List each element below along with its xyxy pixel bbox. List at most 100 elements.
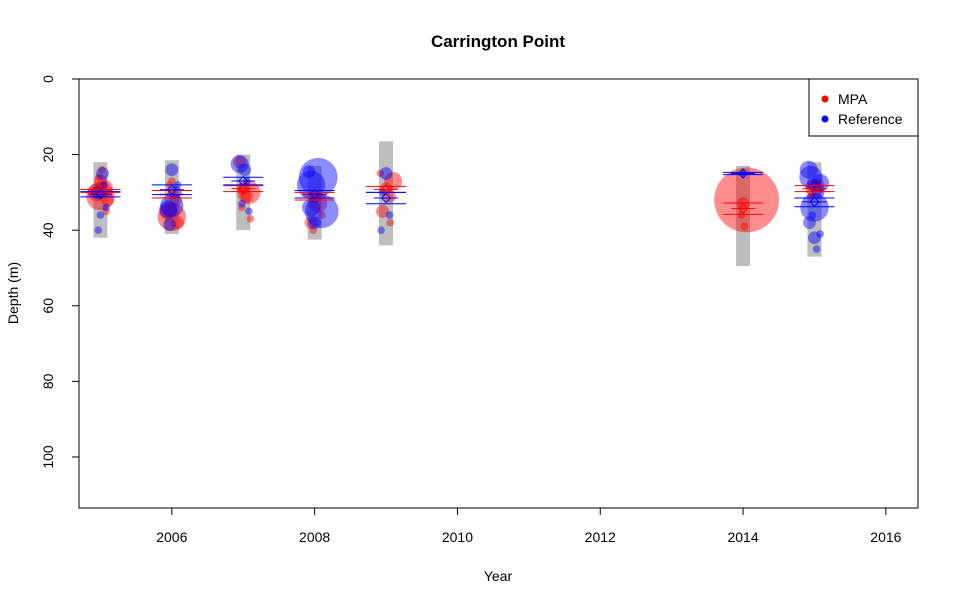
plot-frame <box>78 78 919 509</box>
mpa-point <box>233 155 247 169</box>
mpa-point <box>811 178 825 192</box>
reference-point <box>94 226 103 234</box>
reference-mean-diamond <box>737 168 749 179</box>
x-axis: 2006 2008 2010 2012 2014 2016 <box>156 507 902 545</box>
reference-point <box>238 163 252 177</box>
y-axis-label: Depth (m) <box>5 262 21 324</box>
reference-mean-diamond <box>309 189 320 200</box>
mpa-mean-diamond <box>166 189 178 200</box>
reference-point <box>102 203 110 212</box>
y-tick-label: 80 <box>40 373 56 389</box>
mpa-point <box>376 169 385 178</box>
y-tick-label: 100 <box>40 445 56 469</box>
mpa-point <box>94 174 107 188</box>
mpa-point <box>168 177 176 185</box>
reference-point <box>816 230 824 238</box>
y-axis: 0 20 40 60 80 100 <box>40 75 80 469</box>
reference-point <box>799 165 823 189</box>
x-tick-label: 2008 <box>299 529 330 545</box>
mpa-point <box>95 173 103 182</box>
mpa-point <box>384 172 403 191</box>
x-tick-label: 2014 <box>727 529 758 545</box>
mpa-point <box>157 202 187 232</box>
legend-reference-marker <box>821 115 829 123</box>
mpa-point <box>304 216 318 230</box>
reference-mean-diamond <box>238 175 249 187</box>
reference-point <box>304 194 339 229</box>
reference-point <box>808 211 817 219</box>
mpa-point <box>159 202 178 221</box>
reference-mean-diamond <box>809 196 820 208</box>
mpa-point <box>740 222 749 231</box>
reference-point <box>298 157 338 197</box>
legend: MPA Reference <box>808 78 919 137</box>
reference-point <box>377 226 385 234</box>
reference-point <box>803 216 816 230</box>
reference-point <box>812 245 821 253</box>
mpa-point <box>237 180 261 204</box>
reference-point <box>811 173 830 192</box>
mpa-point <box>246 215 255 223</box>
reference-point <box>799 160 818 179</box>
mpa-point <box>376 204 389 218</box>
mpa-mean-diamond <box>737 203 749 214</box>
reference-point <box>230 155 249 174</box>
depth-range-bar <box>93 162 108 238</box>
reference-point <box>96 167 109 180</box>
mpa-point <box>171 216 184 230</box>
x-tick-label: 2010 <box>442 529 473 545</box>
reference-point <box>100 181 108 189</box>
reference-mean-diamond <box>380 192 392 204</box>
reference-mean-diamond <box>166 184 178 195</box>
reference-point <box>302 165 316 179</box>
reference-point <box>308 216 322 230</box>
reference-point <box>800 193 829 222</box>
depth-range-bar <box>736 165 751 267</box>
reference-point <box>245 207 253 216</box>
reference-point <box>238 199 246 208</box>
y-tick-label: 60 <box>40 298 56 314</box>
legend-mpa-label: MPA <box>838 91 868 107</box>
reference-point <box>163 218 177 231</box>
reference-mean-diamond <box>95 189 106 200</box>
y-tick-label: 20 <box>40 147 56 163</box>
mpa-point <box>317 211 326 219</box>
chart-title: Carrington Point <box>431 32 565 51</box>
x-tick-label: 2006 <box>156 529 187 545</box>
summary-markers <box>80 168 835 215</box>
mpa-point <box>386 218 395 227</box>
reference-point <box>96 211 105 219</box>
mpa-point <box>714 167 780 233</box>
reference-point <box>165 163 179 177</box>
y-tick-label: 0 <box>40 75 56 83</box>
y-tick-label: 40 <box>40 222 56 238</box>
reference-point <box>160 194 184 218</box>
reference-point <box>811 185 825 199</box>
reference-point <box>385 211 394 219</box>
reference-point <box>302 198 321 217</box>
x-tick-label: 2012 <box>585 529 616 545</box>
depth-range-bar <box>164 160 179 234</box>
mpa-point <box>168 193 182 207</box>
depth-range-bar <box>236 154 251 231</box>
reference-point <box>168 185 182 199</box>
mpa-point <box>94 179 113 198</box>
reference-point <box>806 178 820 192</box>
mpa-mean-diamond <box>95 185 106 197</box>
mpa-mean-diamond <box>809 183 820 194</box>
data-points <box>86 155 830 253</box>
reference-point <box>379 167 393 180</box>
mpa-point <box>102 207 110 216</box>
reference-point <box>159 200 178 219</box>
legend-reference-label: Reference <box>838 111 903 127</box>
mpa-point <box>98 165 106 174</box>
depth-range-bars <box>93 141 822 267</box>
mpa-point <box>309 226 318 234</box>
reference-point <box>808 231 821 245</box>
legend-mpa-marker <box>821 95 829 103</box>
mpa-point <box>379 182 393 196</box>
x-axis-label: Year <box>484 568 513 584</box>
x-tick-label: 2016 <box>870 529 901 545</box>
mpa-mean-diamond <box>238 183 249 194</box>
mpa-point <box>238 203 246 212</box>
